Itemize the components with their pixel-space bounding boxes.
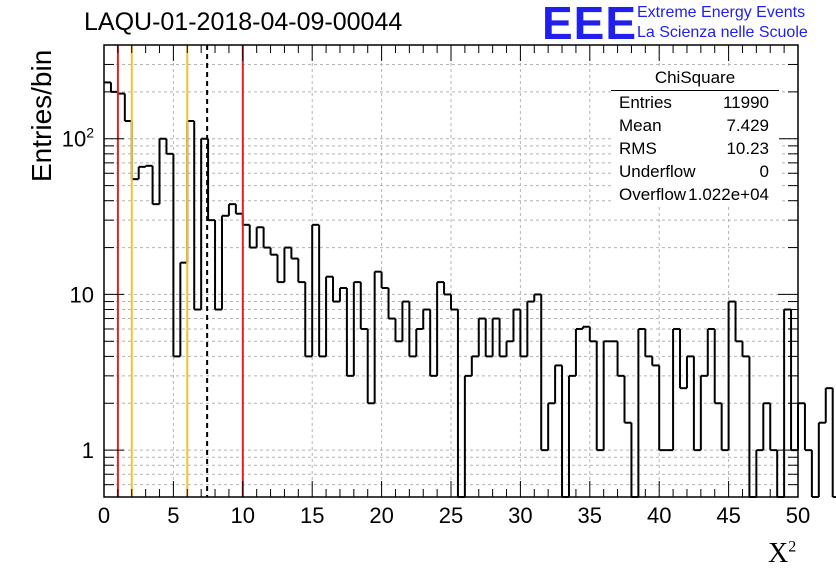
stats-key: Mean	[619, 116, 662, 135]
x-tick-label: 40	[647, 503, 671, 528]
stats-value: 0	[759, 162, 769, 181]
y-tick-label: 102	[62, 125, 94, 152]
x-tick-label: 15	[300, 503, 324, 528]
x-tick-label: 10	[231, 503, 255, 528]
axis-ticks	[103, 45, 799, 497]
x-tick-label: 5	[167, 503, 179, 528]
stats-key: Overflow	[619, 185, 687, 204]
stats-box: ChiSquare Entries 11990 Mean 7.429 RMS 1…	[611, 68, 779, 206]
logo-line-2: La Scienza nelle Scuole	[637, 24, 808, 41]
x-tick-label: 50	[786, 503, 810, 528]
y-tick-label-superscript: 2	[86, 125, 94, 141]
run-title: LAQU-01-2018-04-09-00044	[84, 8, 403, 36]
y-tick-label: 1	[82, 438, 94, 463]
stats-value: 11990	[722, 93, 769, 112]
x-axis-label-base: X	[768, 538, 789, 569]
stats-value: 10.23	[726, 139, 769, 158]
histogram-series	[104, 81, 836, 498]
y-tick-label: 10	[70, 282, 94, 307]
x-tick-labels: 0 5 10 15 20 25 30 35 40 45 50	[98, 503, 810, 528]
y-axis-label-wrap: Entries/bin	[2, 40, 57, 200]
x-tick-label: 0	[98, 503, 110, 528]
stats-value: 1.022e+04	[688, 185, 769, 204]
stats-key: Entries	[619, 93, 672, 112]
x-tick-label: 25	[439, 503, 463, 528]
x-axis-label-superscript: 2	[788, 538, 797, 556]
x-tick-label: 45	[716, 503, 740, 528]
x-tick-label: 20	[369, 503, 393, 528]
stats-key: Underflow	[619, 162, 696, 181]
x-tick-label: 35	[578, 503, 602, 528]
y-axis-label: Entries/bin	[26, 49, 57, 182]
reference-lines	[116, 45, 244, 497]
stats-title: ChiSquare	[654, 68, 736, 87]
eee-logo: EEE	[542, 0, 638, 49]
stats-value: 7.429	[726, 116, 769, 135]
x-axis-label: X2	[768, 538, 796, 570]
logo-line-1: Extreme Energy Events	[637, 4, 806, 21]
stats-key: RMS	[619, 139, 657, 158]
x-tick-label: 30	[508, 503, 532, 528]
stats-divider	[611, 90, 779, 91]
y-tick-label-base: 10	[62, 127, 86, 152]
